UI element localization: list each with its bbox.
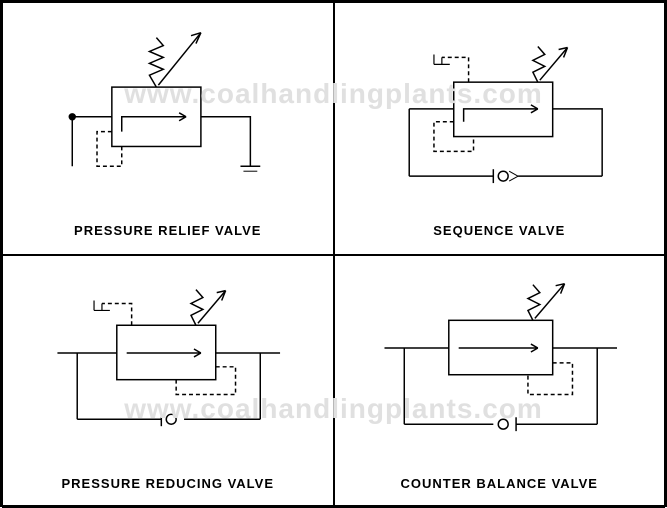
cell-pressure-reducing: PRESSURE REDUCING VALVE [2, 255, 334, 508]
svg-pressure-reducing [3, 256, 333, 464]
svg-pressure-relief [3, 3, 333, 211]
caption-pressure-reducing: PRESSURE REDUCING VALVE [62, 464, 275, 507]
diagram-counter-balance [335, 256, 665, 464]
cell-counter-balance: COUNTER BALANCE VALVE [334, 255, 666, 508]
caption-pressure-relief: PRESSURE RELIEF VALVE [74, 211, 261, 254]
cell-pressure-relief: PRESSURE RELIEF VALVE [2, 2, 334, 255]
symbol-grid: PRESSURE RELIEF VALVE [0, 0, 667, 507]
caption-sequence: SEQUENCE VALVE [433, 211, 565, 254]
svg-sequence [335, 3, 665, 211]
svg-counter-balance [335, 256, 665, 464]
caption-counter-balance: COUNTER BALANCE VALVE [401, 464, 598, 507]
diagram-pressure-reducing [3, 256, 333, 464]
diagram-pressure-relief [3, 3, 333, 211]
cell-sequence: SEQUENCE VALVE [334, 2, 666, 255]
diagram-sequence [335, 3, 665, 211]
